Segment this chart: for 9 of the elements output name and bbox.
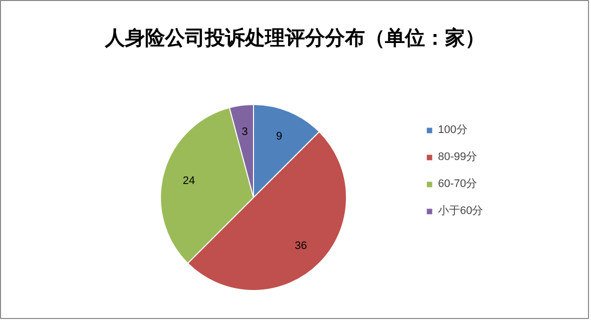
chart-title: 人身险公司投诉处理评分分布（单位：家） <box>104 26 485 50</box>
data-label: 36 <box>294 240 307 252</box>
legend-label: 100分 <box>438 123 468 137</box>
legend-label: 60-70分 <box>438 177 478 191</box>
data-label: 9 <box>276 130 282 143</box>
legend-label: 80-99分 <box>438 150 478 164</box>
data-label: 3 <box>242 126 248 138</box>
legend-label: 小于60分 <box>438 204 484 218</box>
data-label: 24 <box>182 175 195 188</box>
